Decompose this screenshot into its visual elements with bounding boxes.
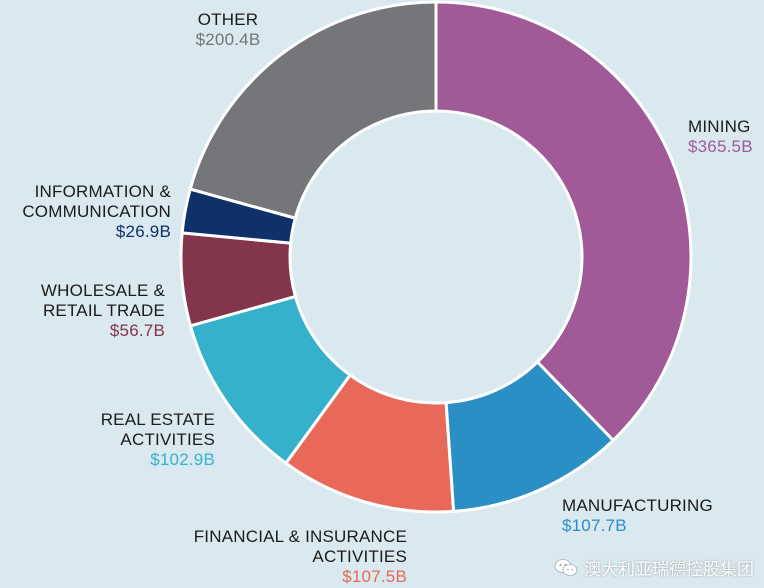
label-information-name-line2: COMMUNICATION (22, 202, 171, 221)
label-real-estate-name-line1: REAL ESTATE (100, 410, 215, 429)
label-financial-value: $107.5B (342, 567, 407, 586)
label-information-value: $26.9B (115, 222, 171, 241)
label-other-name: OTHER (197, 10, 259, 29)
label-real-estate-value: $102.9B (150, 450, 215, 469)
slice-other (188, 0, 438, 220)
label-mining: MINING $365.5B (688, 117, 753, 157)
label-wholesale-value: $56.7B (109, 321, 165, 340)
label-other: OTHER $200.4B (178, 10, 278, 50)
label-mining-name: MINING (688, 117, 751, 136)
label-manufacturing-name: MANUFACTURING (562, 496, 713, 515)
label-mining-value: $365.5B (688, 137, 753, 156)
slice-mining (434, 0, 693, 442)
label-information: INFORMATION & COMMUNICATION $26.9B (22, 182, 171, 242)
watermark-text: 澳大利亚瑞德控股集团 (584, 560, 754, 580)
label-manufacturing: MANUFACTURING $107.7B (562, 496, 713, 536)
watermark: 澳大利亚瑞德控股集团 (554, 555, 754, 580)
label-financial-name-line2: ACTIVITIES (312, 547, 407, 566)
label-real-estate: REAL ESTATE ACTIVITIES $102.9B (101, 410, 215, 470)
label-information-name-line1: INFORMATION & (34, 182, 171, 201)
label-wholesale-name-line2: RETAIL TRADE (42, 301, 165, 320)
label-real-estate-name-line2: ACTIVITIES (120, 430, 215, 449)
label-wholesale-name-line1: WHOLESALE & (40, 281, 165, 300)
label-other-value: $200.4B (195, 30, 261, 49)
label-financial: FINANCIAL & INSURANCE ACTIVITIES $107.5B (194, 527, 407, 587)
label-wholesale: WHOLESALE & RETAIL TRADE $56.7B (41, 281, 165, 341)
label-financial-name-line1: FINANCIAL & INSURANCE (193, 527, 407, 546)
wechat-icon (554, 558, 578, 576)
label-manufacturing-value: $107.7B (562, 516, 627, 535)
